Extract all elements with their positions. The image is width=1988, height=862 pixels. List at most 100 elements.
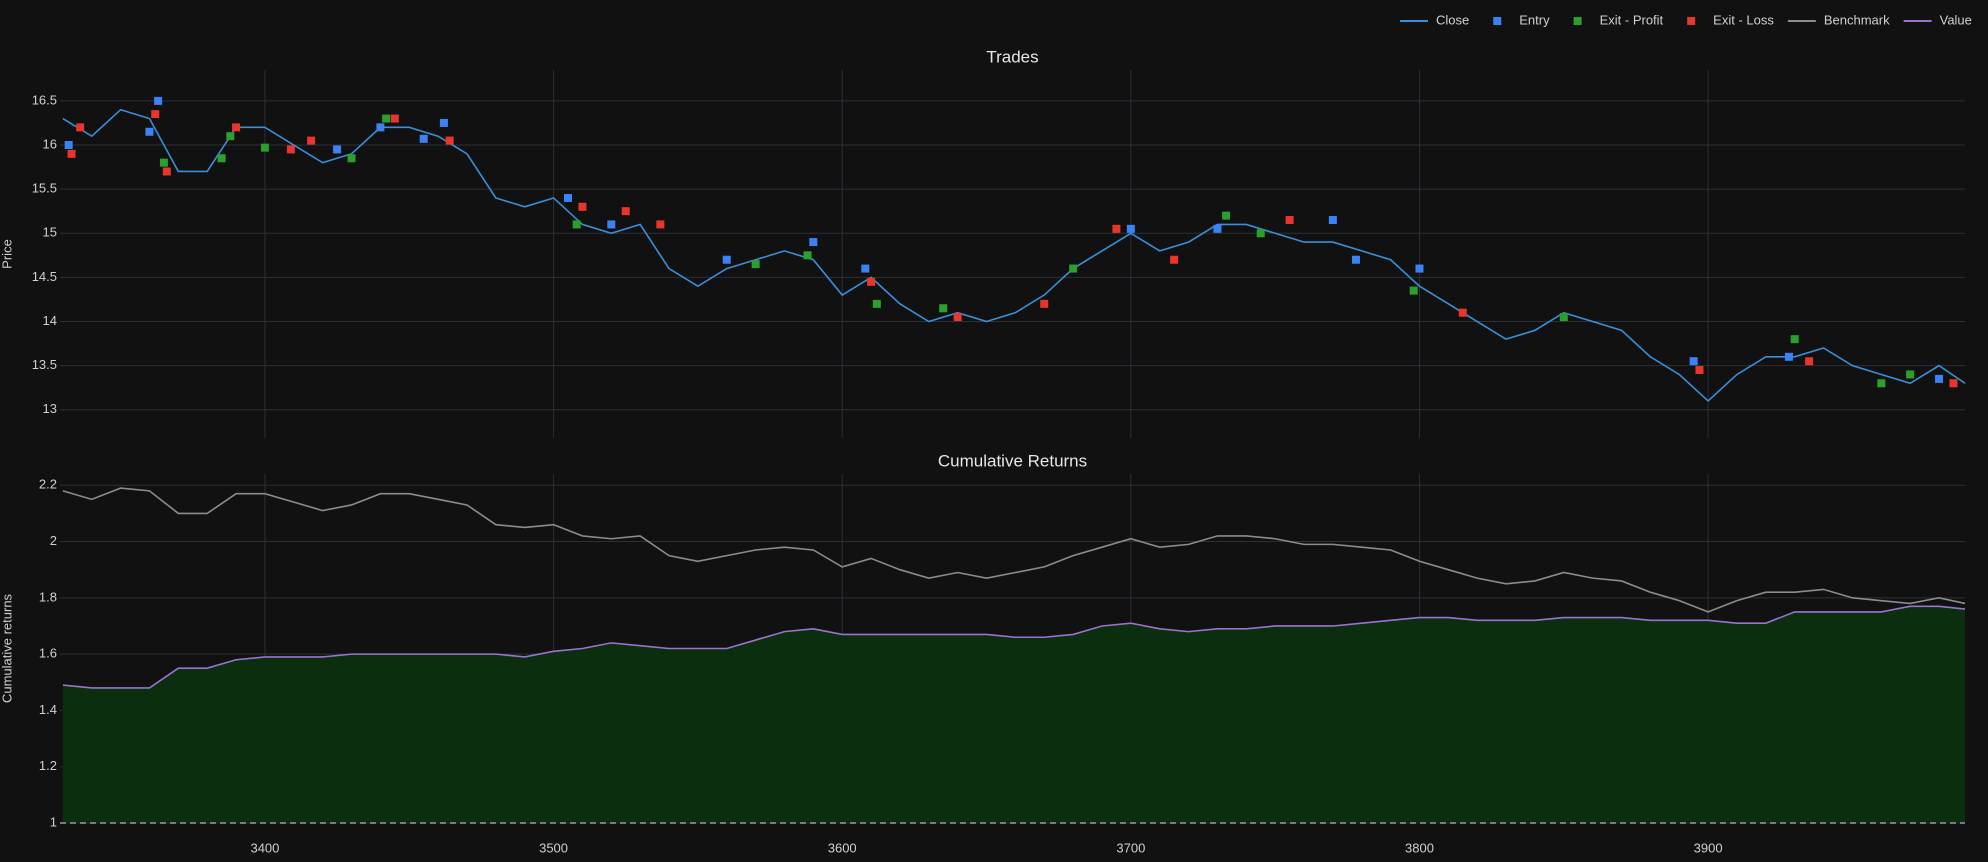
marker (1112, 224, 1121, 233)
marker (1949, 379, 1958, 388)
marker (572, 220, 581, 229)
legend-item: Exit - Profit (1573, 12, 1664, 27)
marker (1935, 374, 1944, 383)
x-tick-label: 3800 (1405, 840, 1434, 855)
legend-item: Entry (1493, 12, 1550, 27)
marker (953, 313, 962, 322)
marker (1328, 216, 1337, 225)
y-tick-label: 1.4 (39, 702, 57, 717)
x-tick-label: 3600 (828, 840, 857, 855)
marker (867, 277, 876, 286)
marker (333, 145, 342, 154)
y-tick-label: 1.2 (39, 758, 57, 773)
marker (1409, 286, 1418, 295)
y-tick-label: 2.2 (39, 477, 57, 492)
y-tick-label: 13 (43, 401, 57, 416)
marker (1906, 370, 1915, 379)
marker (1222, 211, 1231, 220)
marker (1069, 264, 1078, 273)
marker (159, 158, 168, 167)
y-tick-label: 16.5 (32, 92, 57, 107)
marker (445, 136, 454, 145)
legend-label: Close (1436, 12, 1469, 27)
marker (382, 114, 391, 123)
marker (64, 141, 73, 150)
marker (151, 110, 160, 119)
marker (1126, 224, 1135, 233)
legend-item: Exit - Loss (1687, 12, 1774, 27)
marker (1213, 224, 1222, 233)
marker (307, 136, 316, 145)
marker (226, 132, 235, 141)
marker (232, 123, 241, 132)
marker (621, 207, 630, 216)
y-tick-label: 2 (50, 533, 57, 548)
marker (872, 299, 881, 308)
marker (809, 238, 818, 247)
marker (1415, 264, 1424, 273)
legend-label: Entry (1519, 12, 1550, 27)
marker (1805, 357, 1814, 366)
x-tick-label: 3700 (1116, 840, 1145, 855)
marker (564, 193, 572, 202)
marker (162, 167, 171, 176)
marker (578, 202, 587, 211)
legend-label: Exit - Loss (1713, 12, 1774, 27)
area-fill (62, 606, 1966, 823)
y-axis-label: Price (0, 239, 14, 269)
marker (419, 134, 428, 143)
marker (1285, 216, 1294, 225)
marker (861, 264, 870, 273)
marker (390, 114, 399, 123)
y-tick-label: 13.5 (32, 357, 57, 372)
marker (376, 123, 385, 132)
y-tick-label: 15 (43, 225, 57, 240)
marker (217, 154, 226, 163)
marker (803, 251, 812, 260)
legend-label: Benchmark (1824, 12, 1890, 27)
marker (67, 149, 76, 158)
legend-symbol (1493, 17, 1502, 25)
marker (145, 127, 154, 136)
marker (1790, 335, 1799, 344)
y-tick-label: 1.8 (39, 589, 57, 604)
marker (1689, 357, 1698, 366)
legend-item: Close (1400, 12, 1469, 27)
marker (347, 154, 356, 163)
y-axis-label: Cumulative returns (0, 593, 14, 703)
marker (1458, 308, 1467, 317)
marker (1351, 255, 1360, 264)
marker (260, 143, 269, 152)
marker (1695, 366, 1704, 375)
y-tick-label: 1.6 (39, 646, 57, 661)
marker (751, 260, 760, 269)
chart-title: Trades (986, 47, 1038, 66)
marker (722, 255, 731, 264)
marker (1170, 255, 1179, 264)
legend-item: Value (1903, 12, 1972, 27)
marker (286, 145, 295, 154)
line (62, 605, 1966, 689)
y-tick-label: 14.5 (32, 269, 57, 284)
y-tick-label: 16 (43, 136, 57, 151)
marker (1559, 313, 1568, 322)
marker (154, 96, 163, 105)
marker (656, 220, 665, 229)
marker (1256, 229, 1265, 238)
marker (1040, 299, 1049, 308)
legend-symbol (1573, 17, 1582, 25)
legend-item: Benchmark (1787, 12, 1890, 27)
y-tick-label: 14 (43, 313, 57, 328)
legend-label: Exit - Profit (1600, 12, 1664, 27)
marker (76, 123, 85, 132)
y-tick-label: 1 (50, 814, 57, 829)
marker (607, 220, 616, 229)
legend-label: Value (1940, 12, 1972, 27)
marker (1877, 379, 1886, 388)
chart-title: Cumulative Returns (938, 451, 1087, 470)
x-tick-label: 3900 (1694, 840, 1723, 855)
marker (939, 304, 948, 313)
marker (439, 118, 448, 127)
x-tick-label: 3400 (250, 840, 279, 855)
